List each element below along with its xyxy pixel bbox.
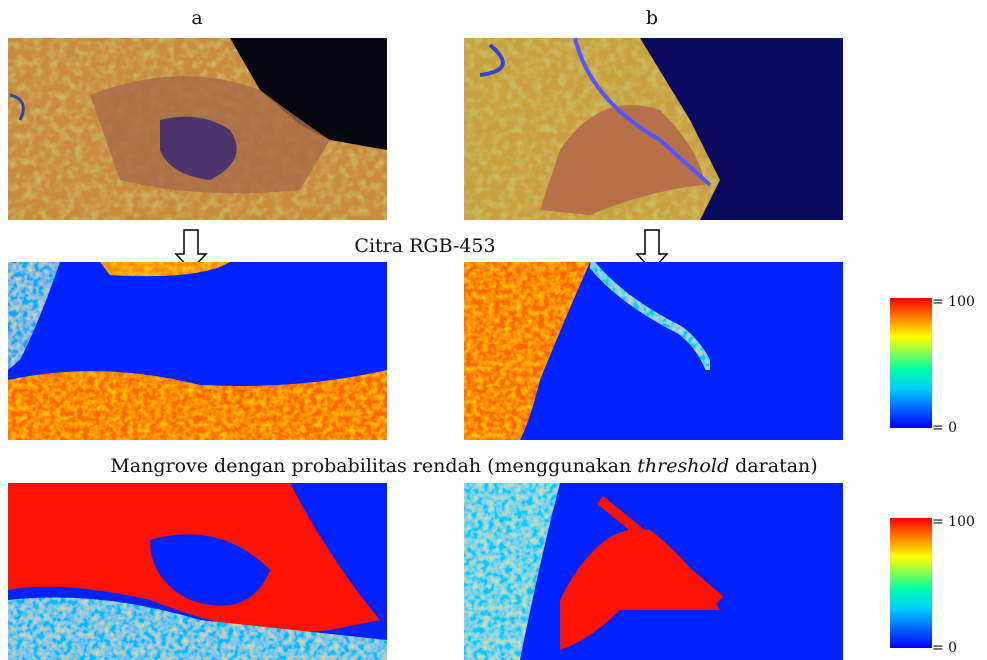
probability-map-b1 — [464, 262, 843, 440]
probability-map-a2 — [8, 483, 387, 660]
colorbar: = 100 = 0 — [890, 514, 975, 656]
colorbar-max: = 100 — [932, 514, 975, 530]
page-body: {"labels": {"a": "a", "b": "b"}, "captio… — [0, 0, 987, 660]
colorbar-min: = 0 — [932, 640, 957, 656]
caption-italic: threshold — [637, 455, 729, 477]
rgb-image-b — [464, 38, 843, 220]
figure: a b Citra RGB-453 Mangrove dengan probab… — [0, 0, 987, 660]
rgb-image-a — [8, 38, 387, 220]
caption: Mangrove dengan probabilitas rendah (men… — [110, 455, 817, 477]
panel-label: a — [191, 7, 202, 29]
colorbar-max: = 100 — [932, 294, 975, 310]
probability-map-b2 — [464, 483, 843, 660]
panel-label: b — [646, 7, 658, 29]
colorbar-min: = 0 — [932, 420, 957, 436]
colorbar: = 100 = 0 — [890, 294, 975, 436]
probability-map-a1 — [8, 262, 387, 440]
caption-text: Mangrove dengan probabilitas rendah (men… — [110, 455, 637, 477]
caption: Citra RGB-453 — [354, 235, 495, 257]
page: Figure body { margin: 0; width: 987px; h… — [0, 0, 987, 660]
caption-text: daratan) — [729, 455, 818, 477]
